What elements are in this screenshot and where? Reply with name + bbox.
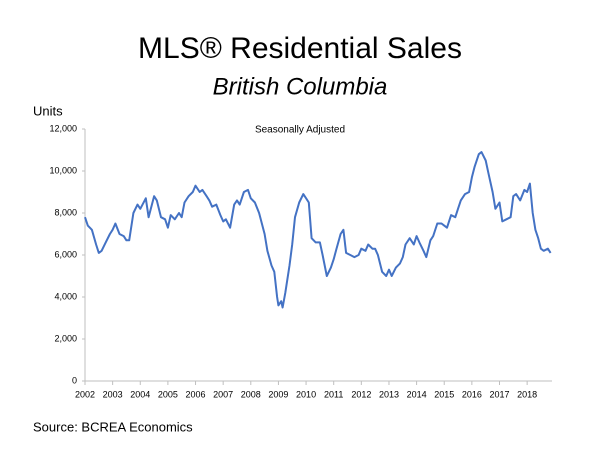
y-tick-label: 12,000: [49, 123, 77, 133]
x-tick-label: 2010: [296, 389, 316, 399]
y-tick-label: 8,000: [54, 207, 77, 217]
x-tick-label: 2015: [434, 389, 454, 399]
x-tick-label: 2008: [241, 389, 261, 399]
y-axis-label: Units: [33, 103, 63, 118]
data-line: [84, 151, 552, 309]
y-tick-label: 6,000: [54, 249, 77, 259]
x-tick-label: 2002: [75, 389, 95, 399]
x-tick-label: 2018: [517, 389, 537, 399]
chart-subtitle: British Columbia: [213, 73, 388, 100]
source: Source: BCREA Economics: [33, 419, 193, 434]
x-tick-label: 2013: [379, 389, 399, 399]
annotation: Seasonally Adjusted: [255, 125, 345, 136]
x-tick-label: 2005: [158, 389, 178, 399]
x-tick-label: 2014: [407, 389, 427, 399]
x-tick-label: 2003: [103, 389, 123, 399]
x-tick-label: 2009: [268, 389, 288, 399]
y-tick-label: 0: [72, 375, 77, 385]
x-tick-label: 2007: [213, 389, 233, 399]
chart-title: MLS® Residential Sales: [138, 32, 462, 65]
x-tick-label: 2006: [186, 389, 206, 399]
x-tick-label: 2011: [324, 389, 343, 399]
x-tick-label: 2004: [130, 389, 150, 399]
x-tick-label: 2012: [351, 389, 371, 399]
x-tick-label: 2016: [462, 389, 482, 399]
y-tick-label: 4,000: [54, 291, 77, 301]
y-tick-label: 10,000: [49, 165, 77, 175]
y-tick-label: 2,000: [54, 333, 77, 343]
x-tick-label: 2017: [489, 389, 509, 399]
